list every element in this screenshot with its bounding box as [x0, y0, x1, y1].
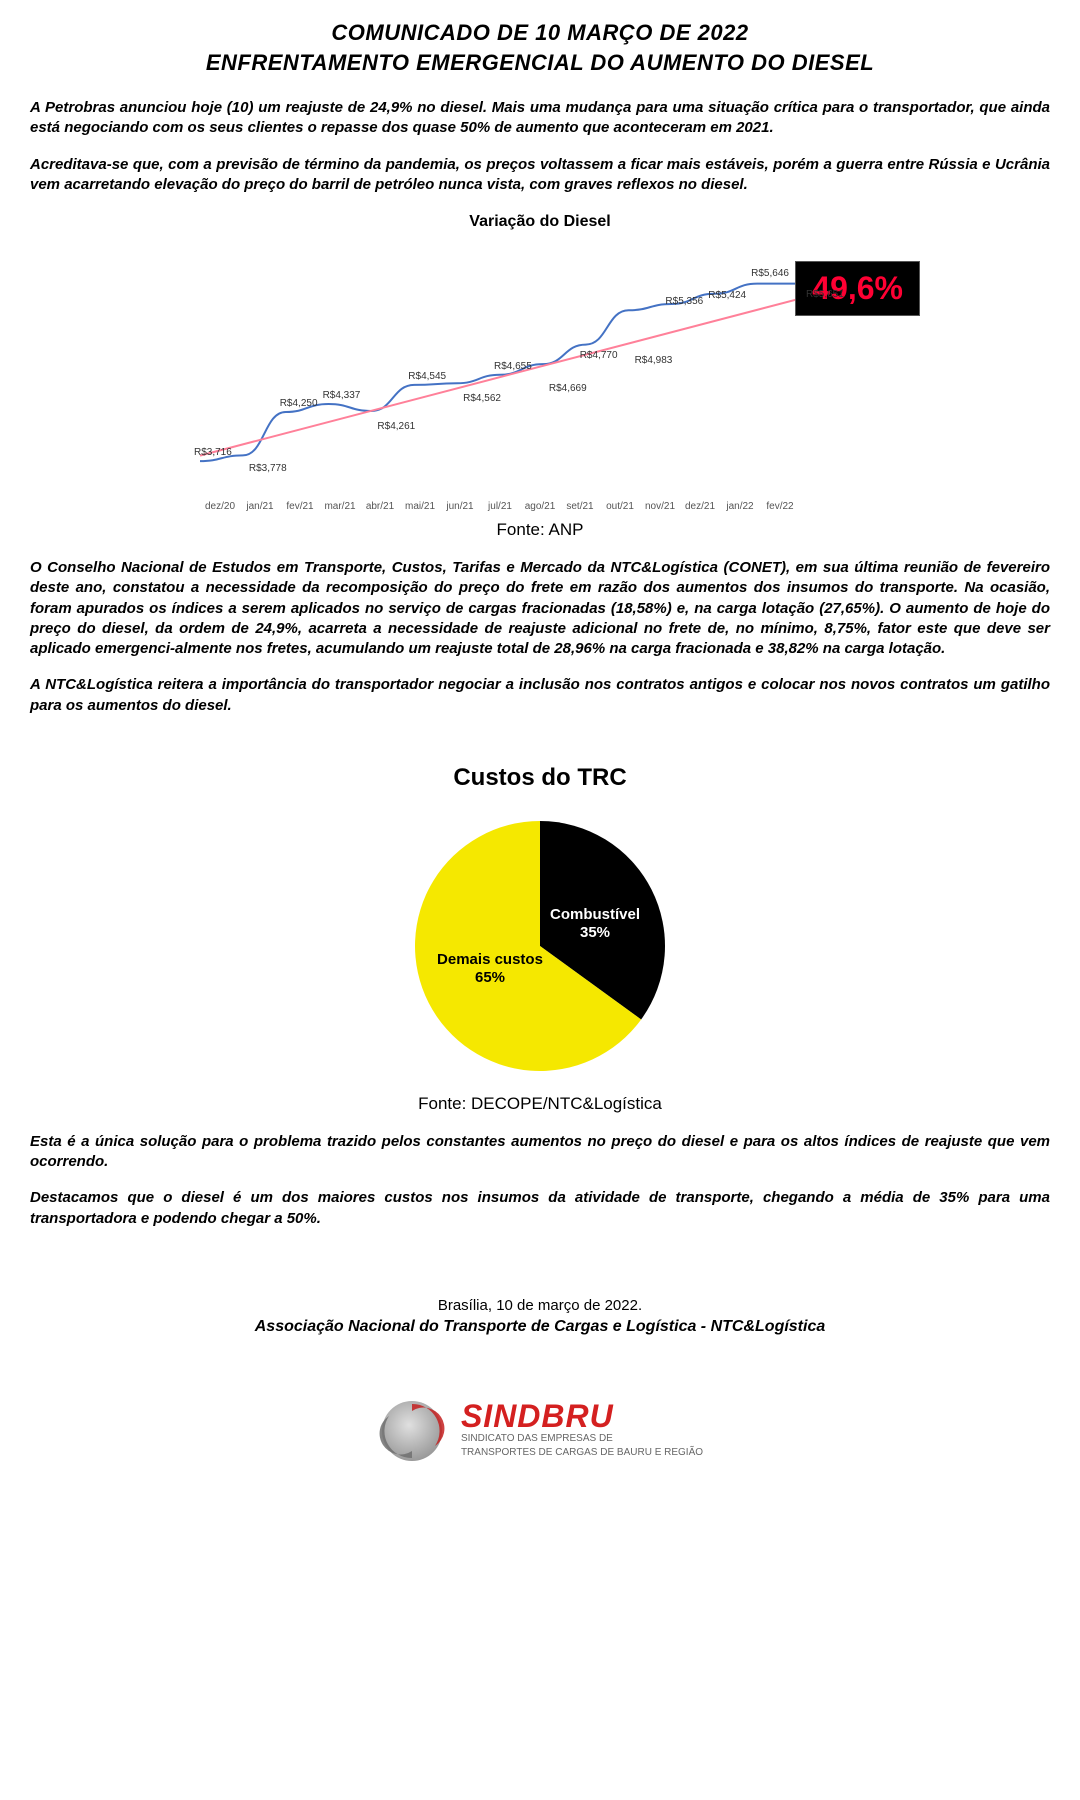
paragraph-3: O Conselho Nacional de Estudos em Transp… [0, 550, 1080, 667]
line-chart-point-label: R$3,778 [249, 463, 287, 474]
line-chart-point-label: R$4,337 [323, 390, 361, 401]
line-chart-point-label: R$4,250 [280, 398, 318, 409]
pie-chart-title: Custos do TRC [30, 764, 1050, 792]
line-chart-point-label: R$5,424 [708, 290, 746, 301]
pie-chart: Combustível 35% Demais custos 65% [400, 806, 680, 1086]
line-chart-section: Variação do Diesel 49,6% R$3,716R$3,778R… [0, 203, 1080, 550]
pie-chart-section: Custos do TRC Combustível 35% Demais cus… [0, 724, 1080, 1124]
logo-sub-1: SINDICATO DAS EMPRESAS DE [461, 1433, 703, 1445]
line-chart-point-label: R$4,655 [494, 361, 532, 372]
logo-sub-2: TRANSPORTES DE CARGAS DE BAURU E REGIÃO [461, 1447, 703, 1459]
paragraph-1: A Petrobras anunciou hoje (10) um reajus… [0, 90, 1080, 147]
line-chart-point-label: R$4,261 [377, 421, 415, 432]
line-chart-point-label: R$4,770 [580, 350, 618, 361]
header-line-2: ENFRENTAMENTO EMERGENCIAL DO AUMENTO DO … [40, 50, 1040, 76]
line-chart-point-label: R$5,651 [806, 289, 844, 300]
header-line-1: COMUNICADO DE 10 MARÇO DE 2022 [40, 20, 1040, 46]
line-chart-title: Variação do Diesel [30, 213, 1050, 231]
line-chart: 49,6% R$3,716R$3,778R$4,250R$4,337R$4,26… [170, 241, 910, 501]
logo-brand: SINDBRU [461, 1402, 703, 1431]
line-chart-point-label: R$5,646 [751, 268, 789, 279]
pie-label-demais: Demais custos 65% [430, 951, 550, 987]
paragraph-2: Acreditava-se que, com a previsão de tér… [0, 147, 1080, 204]
paragraph-4: A NTC&Logística reitera a importância do… [0, 667, 1080, 724]
line-chart-point-label: R$5,356 [665, 296, 703, 307]
pie-label-combustivel: Combustível 35% [540, 906, 650, 942]
line-chart-point-label: R$4,983 [635, 355, 673, 366]
sindbru-logo-icon [377, 1396, 447, 1466]
line-chart-point-label: R$4,545 [408, 371, 446, 382]
footer-org: Associação Nacional do Transporte de Car… [30, 1318, 1050, 1336]
line-chart-point-label: R$4,669 [549, 383, 587, 394]
paragraph-5: Esta é a única solução para o problema t… [0, 1124, 1080, 1181]
document-header: COMUNICADO DE 10 MARÇO DE 2022 ENFRENTAM… [0, 0, 1080, 90]
pie-chart-source: Fonte: DECOPE/NTC&Logística [30, 1094, 1050, 1114]
logo-block: SINDBRU SINDICATO DAS EMPRESAS DE TRANSP… [0, 1356, 1080, 1506]
line-chart-point-label: R$4,562 [463, 393, 501, 404]
footer-date: Brasília, 10 de março de 2022. [30, 1297, 1050, 1314]
line-chart-point-label: R$3,716 [194, 447, 232, 458]
paragraph-6: Destacamos que o diesel é um dos maiores… [0, 1180, 1080, 1237]
logo-text: SINDBRU SINDICATO DAS EMPRESAS DE TRANSP… [461, 1402, 703, 1459]
line-chart-source: Fonte: ANP [30, 520, 1050, 540]
pie-chart-svg [400, 806, 680, 1086]
document-footer: Brasília, 10 de março de 2022. Associaçã… [0, 1237, 1080, 1356]
